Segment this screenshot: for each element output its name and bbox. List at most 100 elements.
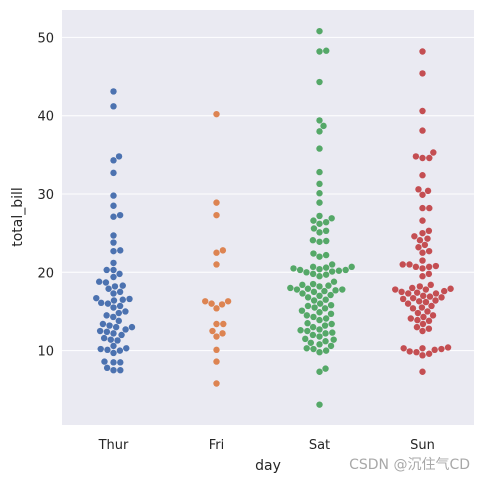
data-point-thur <box>110 342 117 350</box>
data-point-sat <box>303 345 310 352</box>
data-point-sun <box>420 313 427 321</box>
data-point-sun <box>438 345 445 353</box>
data-point-thur <box>97 299 105 307</box>
data-point-sun <box>422 286 430 293</box>
data-point-sat <box>304 320 311 327</box>
data-point-sat <box>348 263 355 271</box>
data-point-sun <box>432 290 440 297</box>
data-point-thur <box>110 213 117 220</box>
data-point-sun <box>419 217 426 224</box>
data-point-sat <box>297 327 304 334</box>
data-point-fri <box>213 211 220 219</box>
data-point-sat <box>309 237 317 244</box>
data-point-sun <box>416 283 424 290</box>
data-point-fri <box>213 261 220 268</box>
data-point-sun <box>419 229 426 237</box>
data-point-sun <box>424 308 431 315</box>
data-point-sun <box>404 300 412 307</box>
data-point-sat <box>316 212 323 220</box>
data-point-sun <box>447 285 454 292</box>
data-point-sun <box>406 261 413 268</box>
data-point-sat <box>316 117 323 124</box>
data-point-sat <box>320 122 327 130</box>
data-point-thur <box>116 211 124 219</box>
data-point-sat <box>342 266 349 274</box>
data-point-fri <box>208 300 215 307</box>
data-point-sat <box>290 265 297 272</box>
data-point-thur <box>99 320 107 328</box>
data-point-sat <box>327 342 335 350</box>
data-point-sun <box>421 241 429 249</box>
data-point-sat <box>322 218 330 226</box>
x-axis-label: day <box>255 458 281 474</box>
data-point-sat <box>316 253 323 260</box>
data-points <box>93 27 454 408</box>
data-point-sat <box>316 199 323 206</box>
data-point-thur <box>110 247 117 255</box>
data-point-sat <box>316 401 323 408</box>
data-point-thur <box>110 259 117 267</box>
data-point-thur <box>110 202 117 209</box>
data-point-sun <box>425 350 433 357</box>
data-point-thur <box>117 359 124 366</box>
data-point-sun <box>400 345 407 352</box>
data-point-sat <box>316 292 323 300</box>
data-point-sun <box>419 327 426 335</box>
data-point-sun <box>399 261 406 268</box>
data-point-thur <box>126 295 133 303</box>
data-point-thur <box>115 153 123 160</box>
data-point-sat <box>327 301 335 309</box>
data-point-sat <box>332 287 339 294</box>
data-point-thur <box>93 294 100 302</box>
data-point-thur <box>110 266 117 274</box>
data-point-sat <box>339 286 346 293</box>
data-point-thur <box>110 290 117 297</box>
data-point-thur <box>110 157 117 164</box>
data-point-sun <box>398 288 405 296</box>
data-point-sat <box>322 264 330 271</box>
data-point-thur <box>104 346 111 354</box>
data-point-sun <box>415 186 422 193</box>
data-point-sun <box>419 368 426 375</box>
data-point-thur <box>122 308 129 315</box>
data-point-sun <box>415 244 422 251</box>
data-point-sat <box>322 271 330 278</box>
data-point-thur <box>112 323 120 331</box>
data-point-sun <box>415 298 423 305</box>
data-point-sat <box>328 215 335 222</box>
data-point-sat <box>330 278 338 285</box>
data-point-fri <box>213 249 220 256</box>
data-point-sun <box>425 317 433 325</box>
data-point-sun <box>414 316 421 324</box>
data-point-thur <box>110 359 117 366</box>
data-point-thur <box>110 273 117 281</box>
data-point-thur <box>116 288 124 296</box>
data-point-sun <box>409 294 417 302</box>
data-point-thur <box>128 323 136 331</box>
data-point-sat <box>316 48 323 55</box>
x-tick-label-sat: Sat <box>309 438 330 453</box>
data-point-thur <box>110 232 117 239</box>
data-point-sat <box>316 348 323 356</box>
data-point-sun <box>411 233 418 240</box>
data-point-sat <box>322 338 329 345</box>
data-point-sun <box>399 295 407 303</box>
data-point-sat <box>325 282 332 289</box>
data-point-sat <box>310 288 318 296</box>
data-point-fri <box>213 333 220 340</box>
data-point-sat <box>322 330 329 337</box>
data-point-sat <box>310 313 317 321</box>
y-axis-label: total_bill <box>10 187 26 247</box>
data-point-thur <box>119 282 126 289</box>
data-point-sat <box>310 217 317 224</box>
data-point-sun <box>432 297 439 304</box>
data-point-sun <box>419 204 426 212</box>
data-point-sat <box>307 339 315 346</box>
data-point-thur <box>110 192 117 199</box>
data-point-sat <box>316 229 323 236</box>
data-point-fri <box>202 298 209 305</box>
data-point-sat <box>316 368 323 375</box>
data-point-sun <box>441 287 448 295</box>
data-point-sat <box>310 345 317 353</box>
data-point-sun <box>413 323 421 331</box>
